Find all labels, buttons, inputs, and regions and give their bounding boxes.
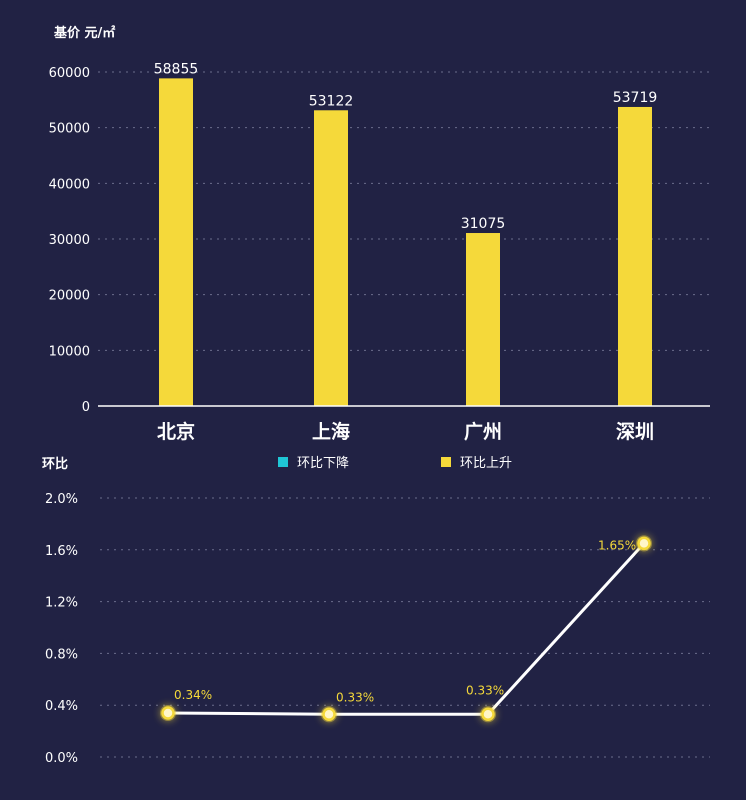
bar-y-axis-label: 基价 元/㎡ bbox=[53, 25, 115, 41]
bar-category-labels: 北京 上海 广州 深圳 bbox=[157, 420, 654, 443]
line-point bbox=[322, 707, 336, 722]
line-y-tick-label: 0.0% bbox=[45, 751, 78, 766]
line-point-label: 1.65% bbox=[598, 538, 636, 552]
bar-y-tick-label: 0 bbox=[82, 400, 90, 415]
line-y-axis-label: 环比 bbox=[42, 456, 68, 472]
bar-category-label: 广州 bbox=[464, 420, 502, 443]
bar-value-label: 58855 bbox=[154, 61, 199, 77]
line-y-tick-label: 1.6% bbox=[45, 544, 78, 559]
bar bbox=[466, 233, 500, 406]
line-y-tick-label: 2.0% bbox=[45, 492, 78, 507]
line-point-labels: 0.34% 0.33% 0.33% 1.65% bbox=[174, 538, 636, 704]
bar-y-tick-label: 60000 bbox=[49, 66, 90, 81]
line-point bbox=[481, 707, 495, 722]
line-point bbox=[637, 536, 651, 551]
bar-marks bbox=[159, 78, 652, 406]
line-y-tick-label: 1.2% bbox=[45, 596, 78, 611]
bar-y-tick-label: 10000 bbox=[49, 344, 90, 359]
bar-category-label: 深圳 bbox=[616, 420, 654, 443]
line-point-label: 0.33% bbox=[336, 690, 374, 704]
bar-value-label: 31075 bbox=[461, 216, 506, 232]
bar bbox=[618, 106, 652, 406]
line-point-label: 0.33% bbox=[466, 683, 504, 697]
bar-y-tick-label: 30000 bbox=[49, 233, 90, 248]
bar-y-tick-labels: 0 10000 20000 30000 40000 50000 60000 bbox=[49, 66, 90, 415]
legend-swatch bbox=[441, 457, 451, 467]
bar-y-tick-label: 20000 bbox=[49, 289, 90, 304]
line-series bbox=[167, 542, 646, 716]
line-point-label: 0.34% bbox=[174, 688, 212, 702]
legend-swatch bbox=[278, 457, 288, 467]
bar-y-tick-label: 40000 bbox=[49, 177, 90, 192]
line-y-tick-label: 0.4% bbox=[45, 699, 78, 714]
line-point bbox=[161, 706, 175, 720]
line-series-path bbox=[167, 542, 646, 716]
bar-value-label: 53122 bbox=[309, 93, 354, 109]
line-legend: 环比下降 环比上升 bbox=[278, 456, 512, 471]
bar-category-label: 北京 bbox=[157, 420, 195, 443]
bar bbox=[314, 110, 348, 406]
bar-value-labels: 58855 53122 31075 53719 bbox=[154, 61, 658, 232]
line-chart: 环比 环比下降 环比上升 0.0% 0.4% 0.8% 1.2% 1.6% 2.0% 0.3… bbox=[42, 456, 710, 766]
legend-label: 环比上升 bbox=[460, 456, 512, 471]
bar-category-label: 上海 bbox=[312, 420, 350, 443]
bar bbox=[159, 78, 193, 406]
line-y-tick-labels: 0.0% 0.4% 0.8% 1.2% 1.6% 2.0% bbox=[45, 492, 78, 766]
line-points bbox=[160, 535, 652, 723]
line-gridlines bbox=[100, 497, 710, 758]
legend-label: 环比下降 bbox=[297, 456, 349, 471]
line-y-tick-label: 0.8% bbox=[45, 647, 78, 662]
bar-chart: 基价 元/㎡ 0 10000 20000 30000 40000 50000 60000 5… bbox=[49, 25, 710, 443]
bar-value-label: 53719 bbox=[613, 90, 658, 106]
bar-y-tick-label: 50000 bbox=[49, 122, 90, 137]
